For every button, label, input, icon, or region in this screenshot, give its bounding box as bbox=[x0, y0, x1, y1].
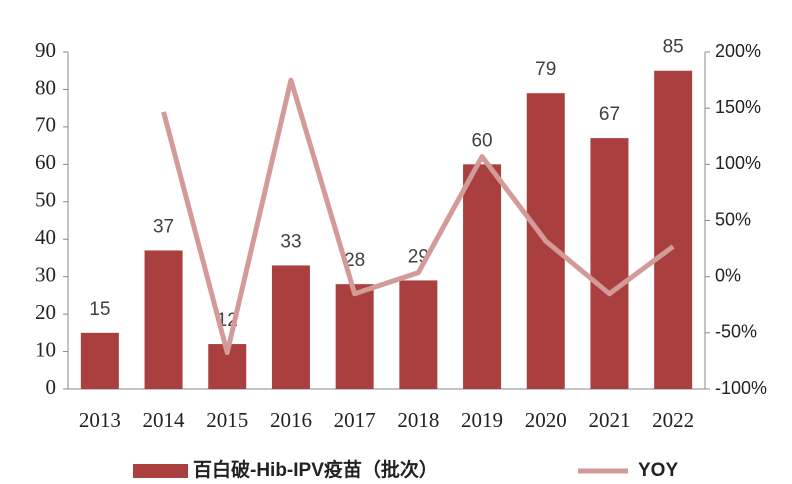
bar-value-label: 33 bbox=[280, 231, 301, 252]
x-tick-label: 2020 bbox=[525, 408, 567, 432]
x-tick-label: 2021 bbox=[588, 408, 630, 432]
bar-value-label: 15 bbox=[89, 299, 110, 320]
bar bbox=[271, 265, 310, 389]
x-tick-label: 2014 bbox=[143, 408, 186, 432]
y-tick-label: 70 bbox=[35, 113, 56, 137]
y-tick-label: 50 bbox=[35, 188, 56, 212]
bar bbox=[335, 284, 374, 389]
x-tick-label: 2017 bbox=[334, 408, 376, 432]
bar-value-label: 67 bbox=[599, 104, 620, 125]
legend-label: YOY bbox=[638, 460, 678, 481]
y-tick-label: 20 bbox=[35, 300, 56, 324]
x-tick-label: 2013 bbox=[79, 408, 121, 432]
y2-tick-label: 0% bbox=[715, 265, 741, 285]
y2-tick-label: 100% bbox=[715, 153, 761, 173]
x-tick-label: 2015 bbox=[206, 408, 248, 432]
y-tick-label: 30 bbox=[35, 262, 56, 286]
y-tick-label: 60 bbox=[35, 150, 56, 174]
y2-tick-label: -50% bbox=[715, 322, 757, 342]
bar bbox=[80, 332, 119, 389]
bar-value-label: 28 bbox=[344, 250, 365, 271]
legend-swatch bbox=[133, 464, 188, 478]
bar bbox=[463, 164, 502, 389]
y2-tick-label: 200% bbox=[715, 41, 761, 61]
y-tick-label: 80 bbox=[35, 75, 56, 99]
y-tick-label: 0 bbox=[46, 375, 57, 399]
legend-label: 百白破-Hib-IPV疫苗（批次） bbox=[193, 458, 438, 481]
x-tick-label: 2022 bbox=[652, 408, 694, 432]
bar-value-label: 60 bbox=[471, 130, 492, 151]
y-tick-label: 40 bbox=[35, 225, 56, 249]
x-tick-label: 2016 bbox=[270, 408, 312, 432]
bar-value-label: 79 bbox=[535, 59, 556, 80]
y2-tick-label: 50% bbox=[715, 209, 751, 229]
yoy-line bbox=[161, 77, 675, 356]
x-tick-label: 2019 bbox=[461, 408, 503, 432]
bar bbox=[654, 70, 693, 389]
y-tick-label: 10 bbox=[35, 337, 56, 361]
y2-tick-label: 150% bbox=[715, 97, 761, 117]
y-tick-label: 90 bbox=[35, 38, 56, 62]
x-tick-label: 2018 bbox=[397, 408, 439, 432]
bar bbox=[399, 280, 438, 389]
bar bbox=[590, 138, 629, 389]
bar bbox=[144, 250, 183, 389]
bar-value-label: 85 bbox=[663, 37, 684, 58]
bar-value-label: 37 bbox=[153, 216, 174, 237]
y2-tick-label: -100% bbox=[715, 378, 767, 398]
